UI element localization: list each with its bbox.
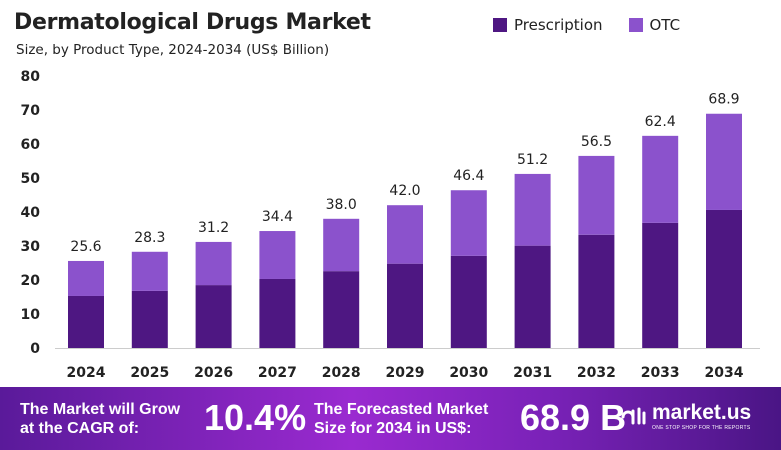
bar-prescription-2029: [387, 263, 423, 348]
data-label-total: 42.0: [389, 183, 420, 199]
chart-subtitle: Size, by Product Type, 2024-2034 (US$ Bi…: [16, 42, 330, 58]
y-tick-label: 20: [21, 273, 41, 289]
y-tick-label: 40: [21, 205, 41, 221]
bar-otc-2024: [68, 260, 104, 296]
legend-item-otc: OTC: [628, 16, 681, 34]
bar-prescription-2034: [706, 209, 742, 348]
legend-swatch: [493, 18, 507, 32]
bar-prescription-2026: [195, 285, 232, 348]
bar-otc-2030: [450, 190, 487, 256]
forecast-label: The Forecasted Market Size for 2034 in US…: [314, 400, 488, 438]
data-label-total: 56.5: [581, 134, 612, 150]
x-tick-label: 2031: [513, 365, 552, 381]
legend-swatch: [628, 18, 643, 32]
x-tick-label: 2032: [577, 365, 616, 381]
x-tick-label: 2034: [705, 365, 744, 381]
summary-banner: The Market will Grow at the CAGR of: 10.4…: [0, 387, 781, 450]
cagr-label: The Market will Grow at the CAGR of:: [20, 400, 180, 438]
logo-icon: [621, 407, 646, 425]
bar-otc-2029: [387, 205, 423, 264]
data-label-total: 68.9: [708, 92, 739, 108]
legend: Prescription OTC: [493, 16, 680, 34]
data-label-total: 46.4: [453, 168, 484, 184]
y-tick-label: 0: [30, 341, 40, 357]
bar-prescription-2032: [578, 234, 615, 348]
market-us-logo: market.us ONE STOP SHOP FOR THE REPORTS: [620, 401, 751, 431]
y-tick-label: 70: [21, 103, 41, 119]
x-tick-label: 2026: [194, 365, 233, 381]
data-label-total: 38.0: [326, 197, 357, 213]
forecast-label-line: The Forecasted Market: [314, 401, 489, 418]
x-tick-label: 2025: [130, 365, 169, 381]
x-tick-label: 2030: [449, 365, 488, 381]
x-tick-label: 2033: [641, 365, 680, 381]
bar-prescription-2031: [514, 245, 551, 348]
x-tick-label: 2024: [67, 365, 106, 381]
bar-prescription-2025: [131, 290, 168, 348]
bar-prescription-2024: [68, 295, 104, 348]
x-tick-label: 2027: [258, 365, 297, 381]
data-label-total: 31.2: [198, 220, 229, 236]
forecast-value: 68.9 B: [520, 397, 627, 438]
y-tick-label: 50: [21, 171, 41, 187]
bar-otc-2026: [195, 241, 232, 286]
bar-prescription-2033: [642, 222, 679, 348]
y-tick-label: 60: [21, 137, 41, 153]
bar-otc-2028: [323, 218, 360, 272]
bar-otc-2032: [578, 155, 615, 235]
bar-prescription-2030: [450, 255, 487, 348]
bar-otc-2033: [642, 135, 679, 223]
y-tick-label: 80: [21, 69, 41, 85]
bar-otc-2027: [259, 231, 296, 279]
data-label-total: 28.3: [134, 230, 165, 246]
data-label-total: 34.4: [262, 209, 293, 225]
data-label-total: 25.6: [70, 239, 101, 255]
bar-otc-2031: [514, 173, 551, 246]
x-tick-label: 2029: [386, 365, 425, 381]
chart-title: Dermatological Drugs Market: [14, 10, 371, 35]
forecast-label-line: Size for 2034 in US$:: [314, 420, 472, 437]
bar-otc-2034: [706, 113, 742, 210]
legend-label: Prescription: [514, 16, 603, 34]
legend-item-prescription: Prescription: [493, 16, 603, 34]
y-tick-label: 10: [21, 307, 41, 323]
data-label-total: 51.2: [517, 152, 548, 168]
bar-chart: 0102030405060708025.6202428.3202531.2202…: [21, 69, 760, 381]
cagr-value: 10.4%: [204, 397, 307, 438]
x-tick-label: 2028: [322, 365, 361, 381]
cagr-label-line: The Market will Grow: [20, 401, 181, 418]
bar-otc-2025: [131, 251, 168, 291]
cagr-label-line: at the CAGR of:: [20, 420, 140, 437]
legend-label: OTC: [649, 16, 681, 34]
bar-prescription-2028: [323, 271, 360, 348]
data-label-total: 62.4: [645, 114, 676, 130]
logo-tagline: ONE STOP SHOP FOR THE REPORTS: [652, 425, 751, 431]
y-tick-label: 30: [21, 239, 41, 255]
logo-text: market.us: [652, 401, 752, 424]
bar-prescription-2027: [259, 278, 296, 348]
